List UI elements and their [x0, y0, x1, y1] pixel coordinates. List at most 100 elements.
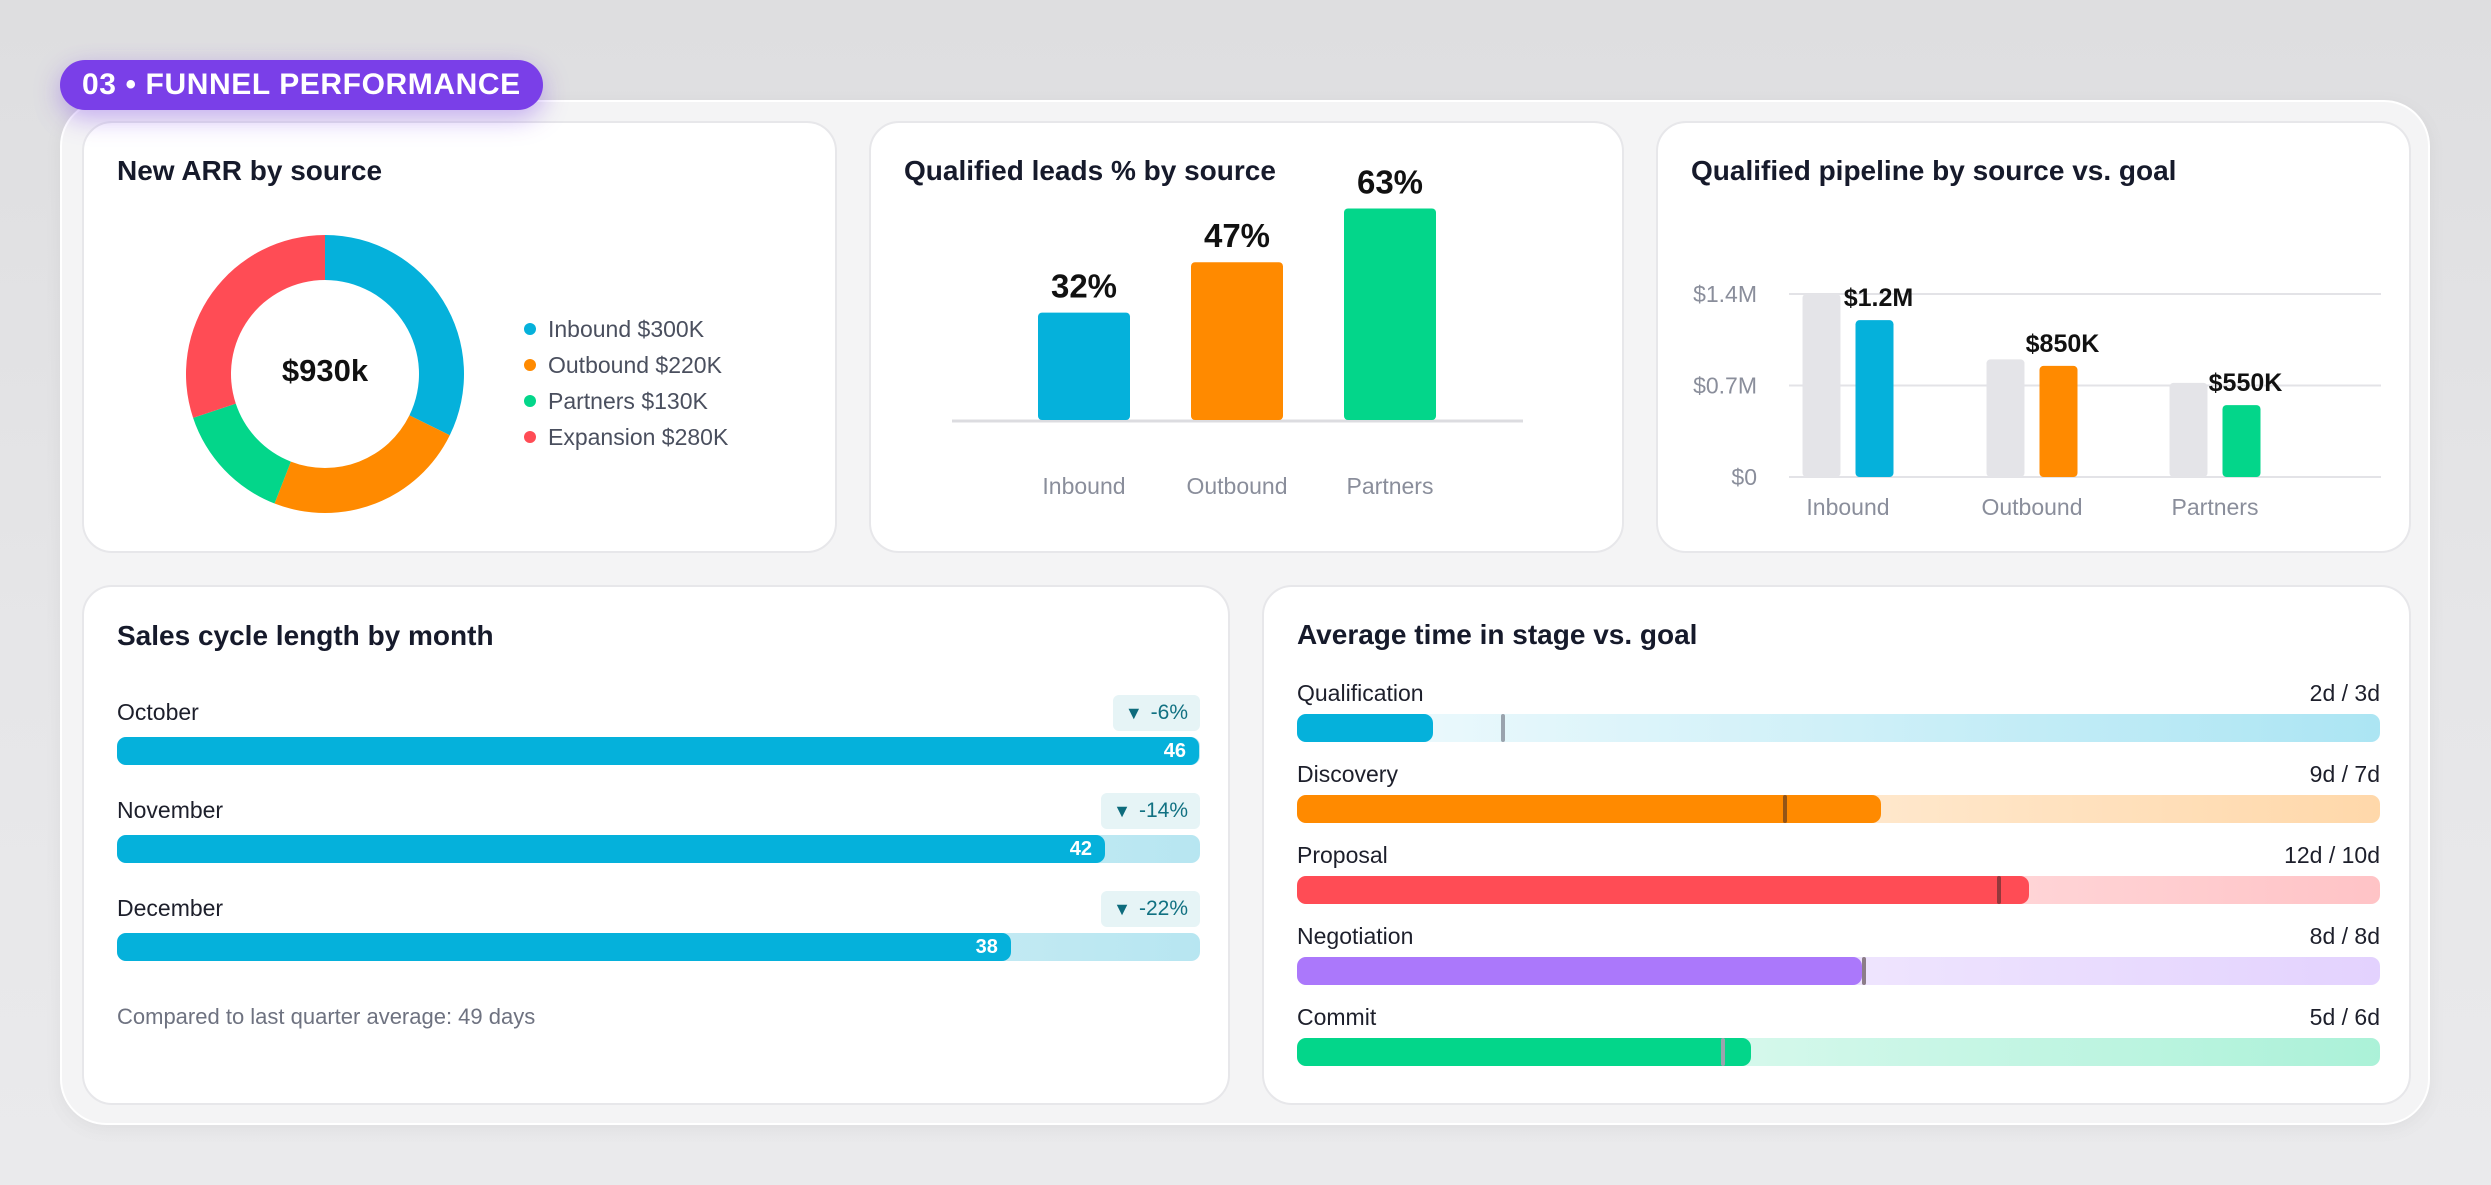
bar-value-label: 47% [1204, 217, 1270, 254]
triangle-down-icon: ▼ [1113, 898, 1131, 919]
month-label: December [117, 895, 224, 921]
legend-label: Inbound $300K [548, 315, 705, 342]
legend-dot-icon [524, 323, 536, 335]
new-arr-card: New ARR by source $930k Inbound $300K Out… [82, 121, 837, 553]
cycle-row-december: December ▼ -22% 38 [117, 891, 1200, 975]
stage-row-proposal: Proposal 12d / 10d [1297, 842, 2380, 912]
stage-value: 9d / 7d [2309, 761, 2380, 787]
actual-bar-inbound [1855, 320, 1894, 477]
donut-slice-outbound [274, 415, 450, 513]
cycle-days-value: 42 [1069, 837, 1092, 860]
triangle-down-icon: ▼ [1124, 702, 1143, 723]
cycle-bar: 38 [117, 933, 1011, 961]
stage-row-discovery: Discovery 9d / 7d [1297, 761, 2380, 831]
stage-track [1297, 1038, 2380, 1066]
delta-badge: ▼ -22% [1101, 891, 1200, 927]
sales-cycle-card: Sales cycle length by month October ▼ -6% 4… [82, 585, 1230, 1105]
bar-value-label: $850K [2026, 330, 2100, 358]
month-label: October [117, 699, 199, 725]
cycle-days-value: 46 [1163, 739, 1187, 762]
stage-name: Proposal [1297, 842, 1388, 868]
cycle-bar: 46 [117, 737, 1200, 765]
legend-dot-icon [524, 431, 536, 443]
delta-badge: ▼ -14% [1101, 793, 1200, 829]
y-tick-label: $1.4M [1693, 281, 1757, 307]
triangle-down-icon: ▼ [1113, 800, 1131, 821]
actual-bar-partners [2222, 405, 2261, 477]
stage-name: Discovery [1297, 761, 1398, 787]
donut-slice-inbound [325, 235, 464, 436]
bar-partners [1344, 208, 1436, 420]
stage-goal-marker [1997, 876, 2002, 904]
donut-slice-expansion [186, 235, 325, 418]
card-title: Sales cycle length by month [117, 620, 494, 651]
delta-badge: ▼ -6% [1112, 695, 1200, 731]
cycle-row-november: November ▼ -14% 42 [117, 793, 1200, 877]
new-arr-donut-chart [186, 235, 464, 513]
stage-track [1297, 714, 2380, 742]
pipeline-card: Qualified pipeline by source vs. goal $1… [1656, 121, 2411, 553]
x-tick-label: Inbound [1806, 494, 1889, 520]
stage-goal-marker [1782, 795, 1787, 823]
stage-actual-bar [1297, 714, 1434, 742]
cycle-track: 46 [117, 737, 1200, 765]
goal-bar-inbound [1802, 294, 1841, 477]
qualified-leads-card: Qualified leads % by source 32% Inbound 47… [869, 121, 1624, 553]
card-title: Qualified pipeline by source vs. goal [1691, 155, 2177, 186]
bar-outbound [1191, 262, 1283, 420]
y-tick-label: $0 [1731, 464, 1757, 490]
month-label: November [117, 797, 224, 823]
stage-value: 8d / 8d [2309, 923, 2380, 949]
stage-actual-bar [1297, 876, 2029, 904]
cycle-days-value: 38 [975, 935, 998, 958]
stage-value: 12d / 10d [2284, 842, 2380, 868]
donut-slice-partners [193, 403, 291, 504]
legend-item: Partners $130K [524, 383, 728, 419]
bar-inbound [1038, 312, 1130, 420]
stage-track [1297, 876, 2380, 904]
stage-track [1297, 957, 2380, 985]
legend-item: Inbound $300K [524, 311, 728, 347]
stage-goal-marker [1721, 1038, 1726, 1066]
x-tick-label: Partners [1347, 473, 1434, 499]
stage-actual-bar [1297, 795, 1881, 823]
stage-time-card: Average time in stage vs. goal Qualifica… [1262, 585, 2411, 1105]
delta-value: -14% [1138, 799, 1188, 822]
actual-bar-outbound [2039, 365, 2078, 477]
stage-value: 2d / 3d [2309, 680, 2380, 706]
stage-row-qualification: Qualification 2d / 3d [1297, 680, 2380, 750]
stage-name: Qualification [1297, 680, 1424, 706]
stage-goal-marker [1862, 957, 1867, 985]
qualified-leads-bar-chart: 32% Inbound 47% Outbound 63% Partners [952, 164, 1523, 499]
card-title: Qualified leads % by source [904, 155, 1276, 186]
legend-dot-icon [524, 395, 536, 407]
goal-bar-outbound [1986, 359, 2025, 477]
delta-value: -22% [1138, 897, 1188, 920]
x-tick-label: Outbound [1981, 494, 2082, 520]
cycle-footnote: Compared to last quarter average: 49 day… [117, 1004, 536, 1029]
pipeline-bar-chart: $1.4M $0.7M $0 $1.2M Inbound $850K Outbound $55… [1693, 281, 2381, 520]
x-tick-label: Inbound [1042, 473, 1125, 499]
stage-actual-bar [1297, 1038, 1751, 1066]
legend-label: Outbound $220K [548, 351, 722, 378]
card-title: Average time in stage vs. goal [1297, 619, 1698, 650]
legend-label: Expansion $280K [548, 423, 729, 450]
donut-legend: Inbound $300K Outbound $220K Partners $130… [524, 311, 728, 455]
y-tick-label: $0.7M [1693, 373, 1757, 399]
section-badge: 03 • FUNNEL PERFORMANCE [60, 60, 543, 110]
x-tick-label: Partners [2172, 494, 2259, 520]
cycle-row-october: October ▼ -6% 46 [117, 695, 1200, 779]
legend-dot-icon [524, 359, 536, 371]
x-tick-label: Outbound [1186, 473, 1287, 499]
card-title: New ARR by source [117, 155, 383, 186]
bar-value-label: 63% [1357, 164, 1423, 201]
delta-value: -6% [1150, 701, 1188, 724]
stage-track [1297, 795, 2380, 823]
goal-bar-partners [2169, 382, 2208, 477]
stage-goal-marker [1501, 714, 1506, 742]
bar-value-label: 32% [1051, 268, 1117, 305]
bar-value-label: $1.2M [1844, 284, 1913, 312]
cycle-bar: 42 [117, 835, 1105, 863]
stage-value: 5d / 6d [2309, 1004, 2380, 1030]
stage-actual-bar [1297, 957, 1863, 985]
